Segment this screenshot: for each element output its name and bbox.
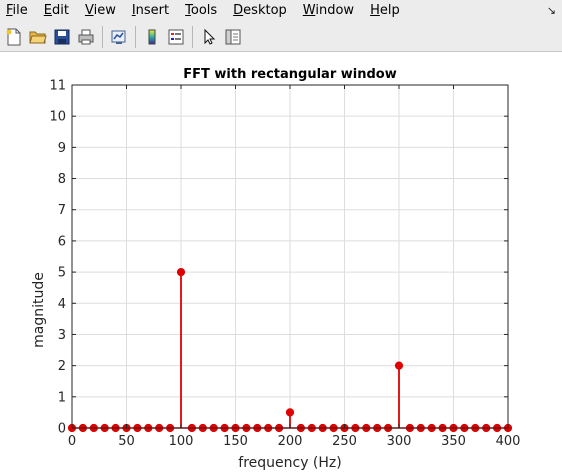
y-tick-label: 4 (58, 297, 66, 312)
y-tick-label: 3 (58, 328, 66, 343)
x-tick-label: 300 (387, 434, 412, 449)
new-figure-button[interactable] (3, 26, 25, 48)
toolbar-separator (192, 25, 193, 48)
link-plot-button[interactable] (108, 26, 130, 48)
pointer-arrow-icon (204, 28, 216, 45)
menu-mnemonic: E (43, 3, 52, 18)
link-plot-icon (111, 30, 126, 44)
edit-plot-button[interactable] (198, 26, 220, 48)
y-tick-label: 6 (58, 234, 66, 249)
chart: FFT with rectangular window 0 50 100 150 200… (31, 67, 521, 471)
printer-icon (78, 29, 94, 44)
menu-mnemonic: T (185, 3, 191, 18)
x-tick-label: 50 (118, 434, 135, 449)
chart-title: FFT with rectangular window (183, 67, 396, 82)
y-axis-label: magnitude (31, 272, 47, 348)
colorbar-icon (148, 29, 156, 44)
folder-open-icon (29, 31, 47, 43)
menu-mnemonic: F (6, 3, 13, 18)
x-axis-ticks: 0 50 100 150 200 250 300 350 400 (68, 85, 521, 449)
x-tick-label: 250 (332, 434, 357, 449)
y-tick-label: 2 (58, 359, 66, 374)
y-tick-label: 1 (58, 390, 66, 405)
stem-marker (176, 267, 186, 277)
menu-label-rest: dit (52, 3, 69, 18)
toolbar-separator (102, 25, 103, 48)
y-tick-label: 7 (58, 203, 66, 218)
menu-bar: File Edit View Insert Tools Desktop Window Help… (0, 0, 562, 22)
menu-window[interactable]: Window (295, 0, 362, 22)
y-tick-label: 10 (49, 110, 66, 125)
x-tick-label: 150 (223, 434, 248, 449)
stem-marker (394, 361, 404, 370)
open-file-button[interactable] (27, 26, 49, 48)
menu-label-rest: nsert (135, 3, 170, 18)
y-tick-label: 8 (58, 172, 66, 187)
menu-label-rest: esktop (243, 3, 287, 18)
toolbar-separator (135, 25, 136, 48)
dock-arrow-icon[interactable]: ↘ (546, 4, 556, 17)
menu-insert[interactable]: Insert (124, 0, 177, 22)
y-tick-label: 9 (58, 141, 66, 156)
x-tick-label: 350 (441, 434, 466, 449)
menu-mnemonic: D (233, 3, 244, 18)
x-tick-label: 200 (278, 434, 303, 449)
save-icon (54, 29, 70, 44)
insert-colorbar-button[interactable] (141, 26, 163, 48)
menu-file[interactable]: File (0, 0, 36, 22)
menu-label-rest: iew (93, 3, 116, 18)
figure-canvas (0, 53, 562, 473)
menu-mnemonic: H (370, 3, 380, 18)
menu-label-rest: ools (190, 3, 218, 18)
menu-mnemonic: W (302, 3, 316, 18)
menu-view[interactable]: View (77, 0, 124, 22)
x-axis-label: frequency (Hz) (238, 455, 341, 471)
grid-lines (71, 84, 509, 429)
y-tick-label: 5 (58, 266, 66, 281)
x-tick-label: 400 (496, 434, 521, 449)
menu-help[interactable]: Help (362, 0, 408, 22)
menu-label-rest: ile (12, 3, 28, 18)
stem-marker (285, 408, 295, 417)
print-button[interactable] (75, 26, 97, 48)
property-panel-icon (225, 29, 241, 44)
x-tick-label: 0 (68, 434, 76, 449)
property-inspector-button[interactable] (222, 26, 244, 48)
menu-tools[interactable]: Tools (177, 0, 225, 22)
y-tick-label: 11 (49, 79, 66, 94)
menu-label-rest: indow (315, 3, 355, 18)
y-axis-ticks: 0 1 2 3 4 5 6 7 8 9 10 11 (49, 79, 508, 437)
save-button[interactable] (51, 26, 73, 48)
x-tick-label: 100 (169, 434, 194, 449)
menu-desktop[interactable]: Desktop (225, 0, 295, 22)
legend-icon (168, 29, 184, 44)
menu-edit[interactable]: Edit (36, 0, 77, 22)
insert-legend-button[interactable] (165, 26, 187, 48)
menu-mnemonic: V (84, 3, 94, 18)
y-tick-label: 0 (58, 422, 66, 437)
menu-label-rest: elp (379, 3, 400, 18)
figure-toolbar (0, 22, 562, 52)
new-file-icon (6, 28, 21, 45)
menu-mnemonic: I (131, 3, 136, 18)
